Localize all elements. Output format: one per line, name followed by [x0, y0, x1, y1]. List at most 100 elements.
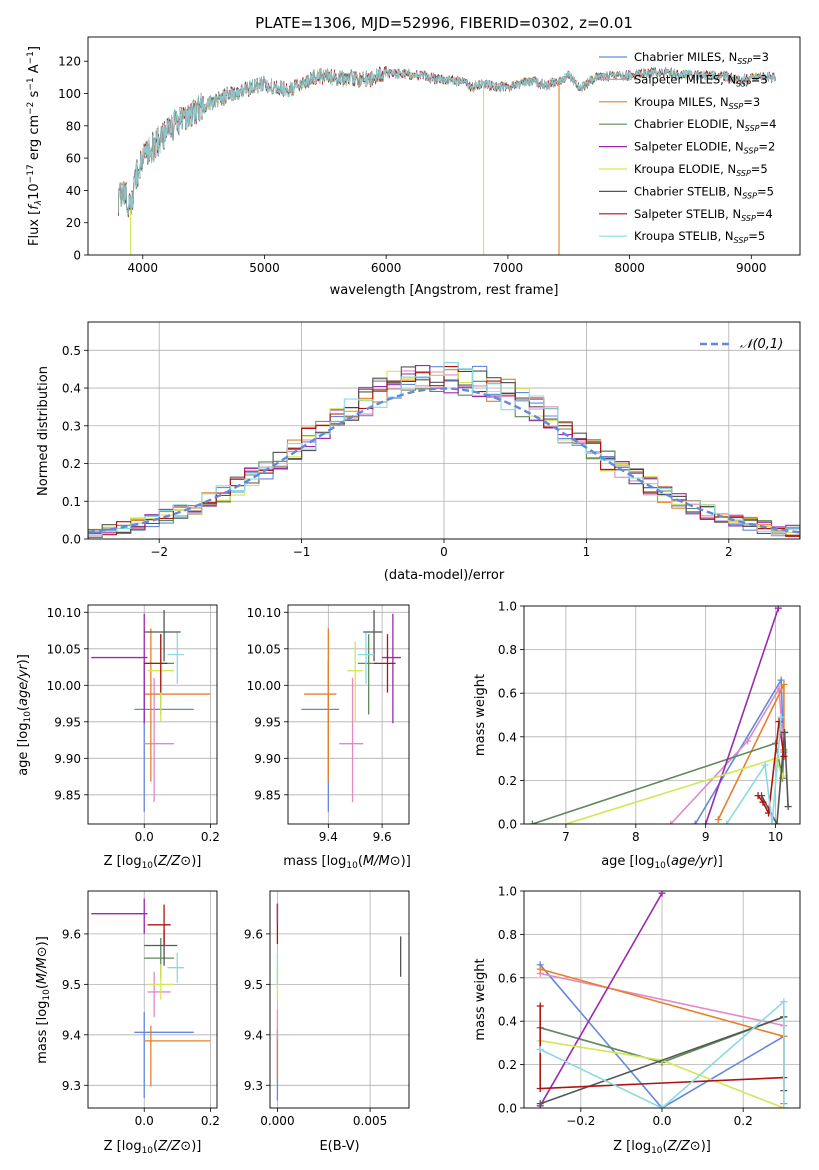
legend-count: =3: [752, 50, 769, 64]
plot-area-weight-vs-age: [524, 606, 800, 824]
weight-line: [539, 999, 785, 1108]
legend-model: Kroupa STELIB, N: [634, 229, 734, 243]
x-tick-label: 9.6: [373, 830, 392, 844]
y-tick-label: 0.6: [498, 687, 517, 701]
y-tick-label: 9.3: [244, 1079, 263, 1093]
errorbar-point: [144, 634, 174, 715]
x-tick-label: 0.0: [652, 1114, 671, 1128]
errorbar-point: [357, 632, 375, 684]
histogram-step: [88, 361, 800, 539]
x-tick-label: 0.0: [135, 830, 154, 844]
y-tick-label: 10.10: [247, 606, 281, 620]
plot-mass-vs-Z: 0.0 0.2 9.3 9.4 9.5 9.6 Z [log10(Z/Z⊙)] mass [l…: [35, 890, 220, 1156]
y-tick-label: 120: [58, 55, 81, 69]
legend-model: Kroupa MILES, N: [634, 95, 729, 109]
axes-frame: [523, 605, 801, 825]
x-tick-label: 5000: [249, 261, 280, 275]
errorbar-point: [134, 661, 194, 812]
weight-marker: [714, 816, 722, 824]
weight-marker: [562, 820, 570, 824]
errorbar-point: [147, 904, 171, 945]
x-axis-label: Z [log10(Z/Z⊙)]: [104, 1139, 202, 1156]
axes-frame: [523, 890, 801, 1109]
y-tick-label: 1.0: [498, 600, 517, 614]
weight-marker: [667, 820, 675, 824]
y-tick-label: 0.4: [62, 382, 81, 396]
grid: [88, 891, 217, 1108]
weight-marker: [536, 1084, 544, 1092]
plot-residuals: −2 −1 0 1 2 0.0 0.1 0.2 0.3 0.4 0.5 𝒩(0,1) (data-mod…: [36, 321, 801, 583]
x-tick-label: 8: [632, 830, 640, 844]
weight-marker: [780, 680, 788, 688]
y-axis-label: mass weight: [473, 674, 488, 756]
plot-area-age-vs-mass: [288, 605, 409, 824]
weight-marker: [777, 713, 785, 721]
weight-marker: [777, 676, 785, 684]
errorbar-point: [357, 634, 377, 715]
errorbar-point: [167, 952, 184, 983]
legend-model: Salpeter ELODIE, N: [634, 140, 744, 154]
x-tick-label: 9.4: [319, 830, 338, 844]
legend-subscript: SSP: [736, 79, 751, 88]
errorbar-point: [144, 634, 168, 693]
legend-entry: Kroupa MILES, NSSP=3: [634, 95, 760, 111]
y-tick-label: 0.0: [62, 533, 81, 547]
weight-line: [565, 757, 784, 824]
x-axis-label: Z [log10(Z/Z⊙)]: [104, 854, 202, 871]
x-tick-label: 1: [583, 545, 591, 559]
legend-count: =2: [758, 140, 775, 154]
legend-subscript: SSP: [742, 191, 757, 200]
legend-entry: 𝒩(0,1): [740, 337, 783, 352]
axes-frame: [87, 604, 218, 825]
x-tick-label: 0.2: [201, 830, 220, 844]
plot-area-mass-vs-ebv: [270, 891, 409, 1108]
errorbar-point: [144, 628, 211, 782]
y-tick-label: 0.4: [498, 1015, 517, 1029]
legend-count: =5: [757, 184, 774, 198]
legend-entry: Salpeter MILES, NSSP=3: [634, 72, 768, 88]
weight-marker: [536, 1045, 544, 1053]
legend-count: =3: [751, 72, 768, 86]
weight-marker: [781, 728, 789, 736]
errorbar-point: [147, 964, 174, 1000]
errorbar-point: [382, 613, 401, 724]
plot-spectrum: 4000 5000 6000 7000 8000 9000 0 20 40 60 80 100 120 P…: [26, 14, 801, 298]
y-tick-label: 10.00: [247, 679, 281, 693]
y-axis-label: Normed distribution: [36, 366, 51, 496]
axes-frame: [87, 321, 801, 540]
x-tick-label: 0.005: [353, 1114, 387, 1128]
y-tick-label: 10.00: [47, 679, 81, 693]
errorbar-point: [144, 610, 181, 662]
axes-frame: [269, 890, 410, 1109]
weight-line: [670, 686, 785, 824]
errorbar-point: [304, 628, 337, 782]
errorbar-point: [374, 634, 396, 693]
weight-marker: [773, 820, 781, 824]
y-axis-label: mass [log10(M/M⊙)]: [35, 936, 52, 1064]
y-tick-label: 0.4: [498, 730, 517, 744]
y-tick-label: 60: [66, 152, 81, 166]
grid: [88, 605, 217, 824]
weight-marker: [723, 820, 731, 824]
legend-model: Salpeter MILES, N: [634, 72, 736, 86]
y-tick-label: 9.4: [244, 1028, 263, 1042]
y-tick-label: 0.3: [62, 419, 81, 433]
weight-marker: [658, 891, 666, 897]
plot-weight-vs-Z: −0.2 0.0 0.2 0.0 0.2 0.4 0.6 0.8 1.0 mass weight Z…: [473, 885, 801, 1156]
y-axis-label: age [log10(age/yr)]: [16, 654, 33, 776]
y-tick-label: 9.95: [254, 715, 281, 729]
weight-marker: [768, 820, 776, 824]
x-tick-label: −0.2: [566, 1114, 595, 1128]
y-tick-label: 9.85: [254, 788, 281, 802]
errorbar-point: [147, 971, 171, 1018]
x-tick-label: 7000: [493, 261, 524, 275]
weight-marker: [744, 737, 752, 745]
y-tick-label: 20: [66, 216, 81, 230]
y-tick-label: 10.05: [247, 642, 281, 656]
x-tick-label: 9: [702, 830, 710, 844]
legend-entry: Chabrier ELODIE, NSSP=4: [634, 117, 776, 133]
y-tick-label: 0.2: [62, 457, 81, 471]
errorbar-point: [144, 678, 174, 803]
